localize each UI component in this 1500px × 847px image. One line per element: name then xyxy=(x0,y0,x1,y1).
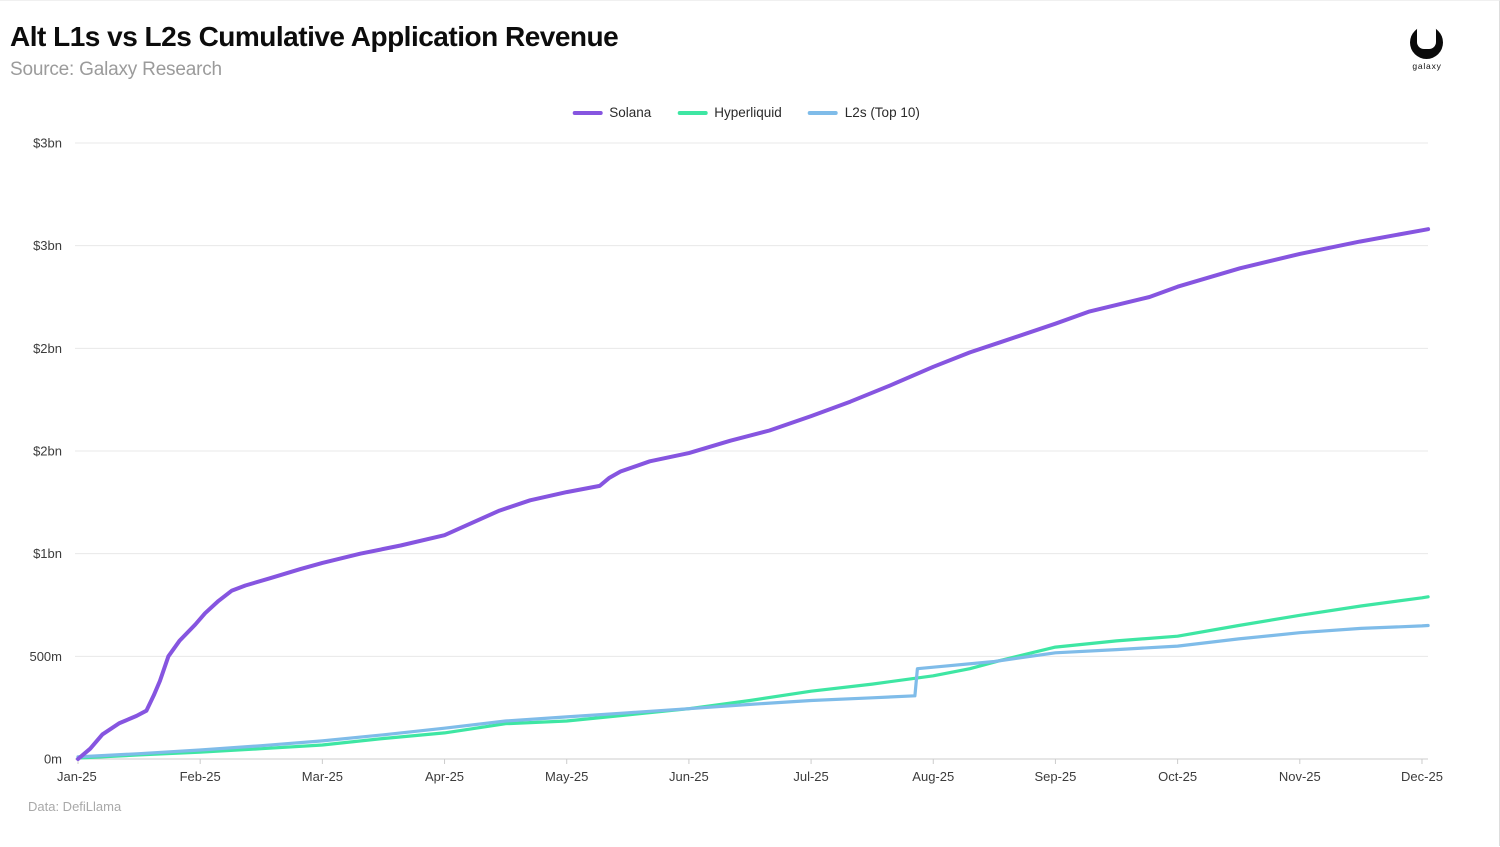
legend-swatch-l2s xyxy=(807,110,838,115)
data-source-note: Data: DefiLlama xyxy=(28,799,122,814)
logo-wordmark: galaxy xyxy=(1412,61,1442,71)
y-axis-tick-label: $3bn xyxy=(33,136,62,151)
x-axis-tick-label: Mar-25 xyxy=(302,769,343,784)
galaxy-logo-icon xyxy=(1410,23,1444,59)
y-axis-tick-label: $1bn xyxy=(33,546,62,561)
legend-item-solana: Solana xyxy=(572,105,651,120)
chart-legend: Solana Hyperliquid L2s (Top 10) xyxy=(572,105,920,120)
series-line-l2s-top-10- xyxy=(76,623,1430,759)
y-axis-tick-label: 0m xyxy=(44,752,62,767)
legend-item-l2s: L2s (Top 10) xyxy=(807,105,920,120)
y-axis-tick-label: $2bn xyxy=(33,444,62,459)
x-axis-tick-label: Apr-25 xyxy=(425,769,464,784)
y-axis-tick-label: $2bn xyxy=(33,341,62,356)
galaxy-logo: galaxy xyxy=(1407,23,1447,71)
legend-swatch-hyperliquid xyxy=(677,110,708,115)
logo-square-shape xyxy=(1417,23,1436,49)
x-axis-tick-label: Dec-25 xyxy=(1401,769,1443,784)
x-axis-tick-label: Oct-25 xyxy=(1158,769,1197,784)
chart-header: Alt L1s vs L2s Cumulative Application Re… xyxy=(10,21,619,81)
x-axis-tick-label: Feb-25 xyxy=(180,769,221,784)
x-axis-tick-label: Jun-25 xyxy=(669,769,709,784)
x-axis-tick-label: May-25 xyxy=(545,769,588,784)
y-axis-tick-label: $3bn xyxy=(33,238,62,253)
x-axis-tick-label: Sep-25 xyxy=(1034,769,1076,784)
page-title: Alt L1s vs L2s Cumulative Application Re… xyxy=(10,21,619,52)
legend-item-hyperliquid: Hyperliquid xyxy=(677,105,782,120)
x-axis-tick-label: Aug-25 xyxy=(912,769,954,784)
legend-label-l2s: L2s (Top 10) xyxy=(844,105,920,120)
page-subtitle: Source: Galaxy Research xyxy=(10,59,222,80)
y-axis-tick-label: 500m xyxy=(29,649,62,664)
legend-label-solana: Solana xyxy=(609,105,652,120)
x-axis-tick-label: Jan-25 xyxy=(57,769,97,784)
series-line-hyperliquid xyxy=(76,595,1430,760)
legend-swatch-solana xyxy=(572,110,603,115)
series-line-solana xyxy=(76,227,1431,761)
x-axis-tick-label: Jul-25 xyxy=(793,769,828,784)
legend-label-hyperliquid: Hyperliquid xyxy=(714,105,782,120)
x-axis-tick-label: Nov-25 xyxy=(1279,769,1321,784)
